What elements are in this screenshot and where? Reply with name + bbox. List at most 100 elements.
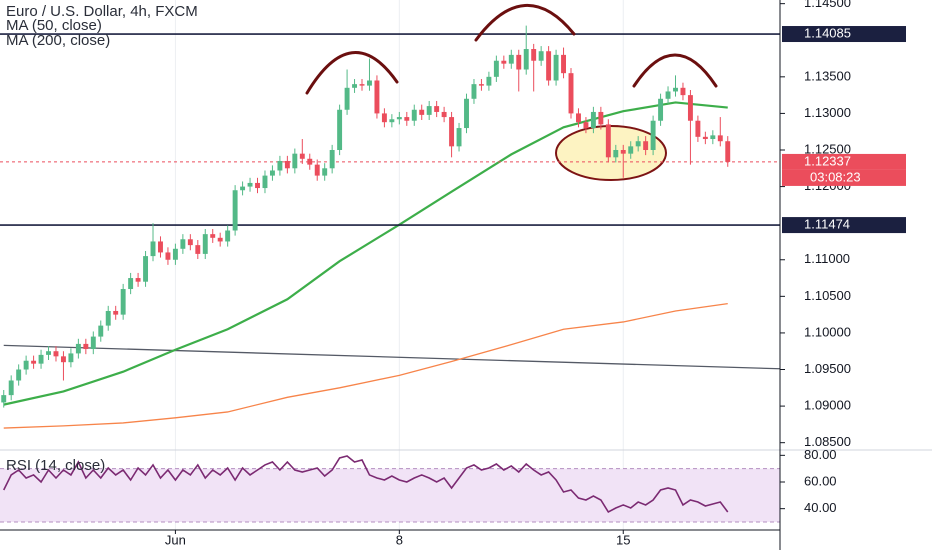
y-tick-label: 1.08500 (804, 434, 851, 449)
candle-body (165, 252, 171, 260)
candle-body (650, 120, 656, 150)
candle-body (486, 76, 492, 86)
level-tag (782, 217, 906, 234)
candle-body (538, 51, 544, 61)
candle-body (135, 278, 141, 282)
candles (1, 25, 731, 408)
candle-body (381, 113, 387, 123)
candle-body (75, 343, 81, 354)
candle-body (434, 106, 440, 112)
candle-body (180, 239, 186, 249)
candle-body (449, 117, 455, 147)
candle-body (172, 248, 178, 260)
y-tick-label: 1.09000 (804, 398, 851, 413)
candle-body (120, 289, 126, 315)
candle-body (210, 234, 216, 238)
candle-body (202, 234, 208, 254)
moving-average (3, 303, 728, 429)
y-tick-label: 1.12500 (804, 141, 851, 156)
candle-body (337, 109, 343, 150)
candle-body (128, 278, 134, 290)
candle-body (702, 136, 708, 140)
level-label: 1.14085 (804, 25, 851, 40)
rsi-line (3, 455, 729, 514)
candle-body (628, 146, 634, 154)
countdown-label: 03:08:23 (810, 169, 861, 184)
candle-body (396, 117, 402, 120)
candle-body (240, 186, 246, 191)
candle-body (501, 60, 507, 64)
candle-body (225, 230, 231, 242)
candle-body (553, 54, 559, 81)
candle-body (8, 380, 14, 396)
candle-body (269, 170, 275, 176)
candle-body (508, 54, 514, 64)
candle-body (187, 239, 193, 246)
candle-body (389, 119, 395, 123)
candle-body (344, 87, 350, 110)
candle-body (105, 310, 111, 326)
candle-body (150, 241, 156, 257)
candle-body (299, 153, 305, 159)
y-tick-label: 1.09500 (804, 361, 851, 376)
candle-body (426, 106, 432, 115)
candle-body (658, 98, 664, 121)
candle-body (158, 241, 163, 253)
candle-body (717, 135, 723, 142)
rsi-y-tick-label: 40.00 (804, 500, 837, 515)
candle-body (456, 128, 462, 147)
candle-body (195, 245, 201, 254)
legend: Euro / U.S. Dollar, 4h, FXCM MA (50, clo… (6, 3, 198, 474)
candle-body (561, 54, 567, 74)
axes: Jun8151.145001.135001.130001.125001.1200… (165, 0, 906, 547)
candle-body (471, 84, 477, 99)
candle-body (613, 150, 619, 158)
trendline (3, 344, 780, 370)
candle-body (322, 168, 328, 176)
candle-body (576, 113, 581, 123)
candle-body (464, 98, 469, 129)
head-shoulders-arcs (305, 4, 718, 95)
candle-body (23, 360, 29, 370)
candle-body (598, 111, 604, 125)
right-shoulder-arc (632, 53, 718, 88)
candle-body (673, 87, 678, 92)
candle-body (531, 49, 537, 61)
candle-body (523, 49, 529, 70)
candle-body (60, 356, 66, 363)
legend-entry: MA (200, close) (6, 32, 110, 49)
candle-body (232, 190, 238, 231)
candle-body (665, 91, 671, 99)
rsi-legend: RSI (14, close) (6, 457, 105, 474)
x-tick-label: 15 (616, 532, 630, 547)
level-tag (782, 26, 906, 43)
candle-body (31, 360, 37, 364)
candle-body (493, 60, 499, 77)
last-price-label: 1.12337 (804, 153, 851, 168)
candle-body (83, 343, 89, 350)
candle-body (605, 124, 611, 158)
candle-body (247, 182, 253, 187)
chart-title: Euro / U.S. Dollar, 4h, FXCM (6, 3, 198, 20)
price-tag (782, 153, 906, 170)
candle-body (262, 175, 268, 189)
y-tick-label: 1.11000 (804, 251, 850, 266)
left-shoulder-arc (305, 51, 399, 95)
rsi-y-tick-label: 80.00 (804, 447, 837, 462)
highlight-ellipse (555, 125, 667, 181)
rsi-y-tick-label: 60.00 (804, 473, 837, 488)
candle-body (143, 256, 149, 282)
candle-body (113, 310, 119, 315)
candle-body (307, 158, 313, 165)
candle-body (329, 150, 335, 169)
candle-body (546, 51, 552, 81)
candle-body (710, 135, 716, 140)
candle-body (590, 111, 596, 129)
grid (174, 0, 624, 530)
candle-body (1, 395, 7, 403)
candle-body (478, 84, 484, 86)
candle-body (725, 141, 731, 162)
candle-body (98, 325, 104, 337)
moving-average (3, 101, 728, 406)
candle-body (68, 353, 74, 363)
